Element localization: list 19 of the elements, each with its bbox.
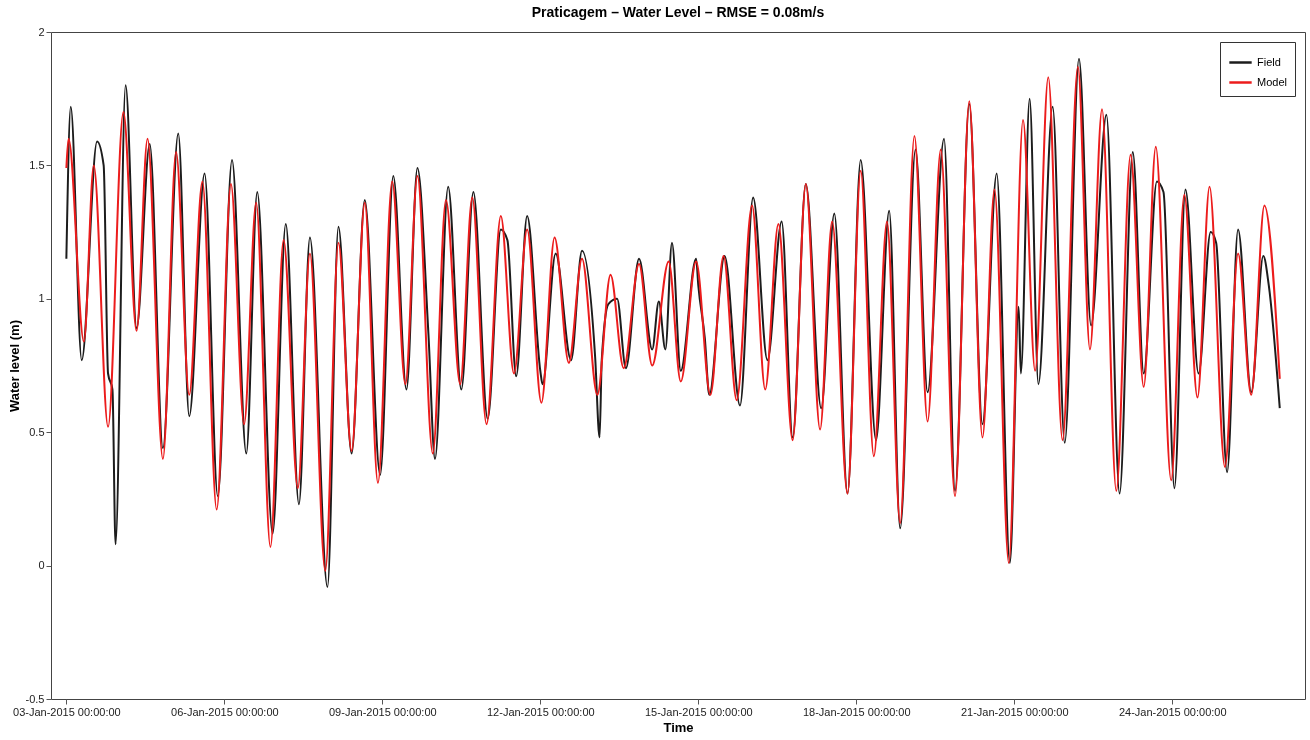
y-tick-label: 1.5 [29, 158, 45, 171]
x-tick-label: 24-Jan-2015 00:00:00 [1118, 705, 1227, 718]
y-axis-title: Water level (m) [6, 320, 22, 412]
chart-title: Praticagem – Water Level – RMSE = 0.08m/s [531, 4, 825, 20]
legend-label: Field [1257, 55, 1281, 68]
x-tick-label: 18-Jan-2015 00:00:00 [802, 705, 911, 718]
legend-label: Model [1257, 75, 1287, 88]
y-tick-label: 1 [38, 292, 45, 305]
y-tick-label: 0 [38, 559, 45, 572]
x-axis-title: Time [663, 719, 694, 735]
y-tick-label: 2 [38, 25, 45, 38]
x-tick-label: 06-Jan-2015 00:00:00 [171, 705, 279, 718]
y-tick-label: 0.5 [29, 425, 45, 438]
x-tick-label: 03-Jan-2015 00:00:00 [13, 705, 121, 718]
x-tick-label: 09-Jan-2015 00:00:00 [329, 705, 437, 718]
x-tick-label: 15-Jan-2015 00:00:00 [644, 705, 753, 718]
y-tick-label: -0.5 [25, 692, 45, 705]
x-tick-label: 21-Jan-2015 00:00:00 [960, 705, 1069, 718]
x-tick-label: 12-Jan-2015 00:00:00 [486, 705, 595, 718]
